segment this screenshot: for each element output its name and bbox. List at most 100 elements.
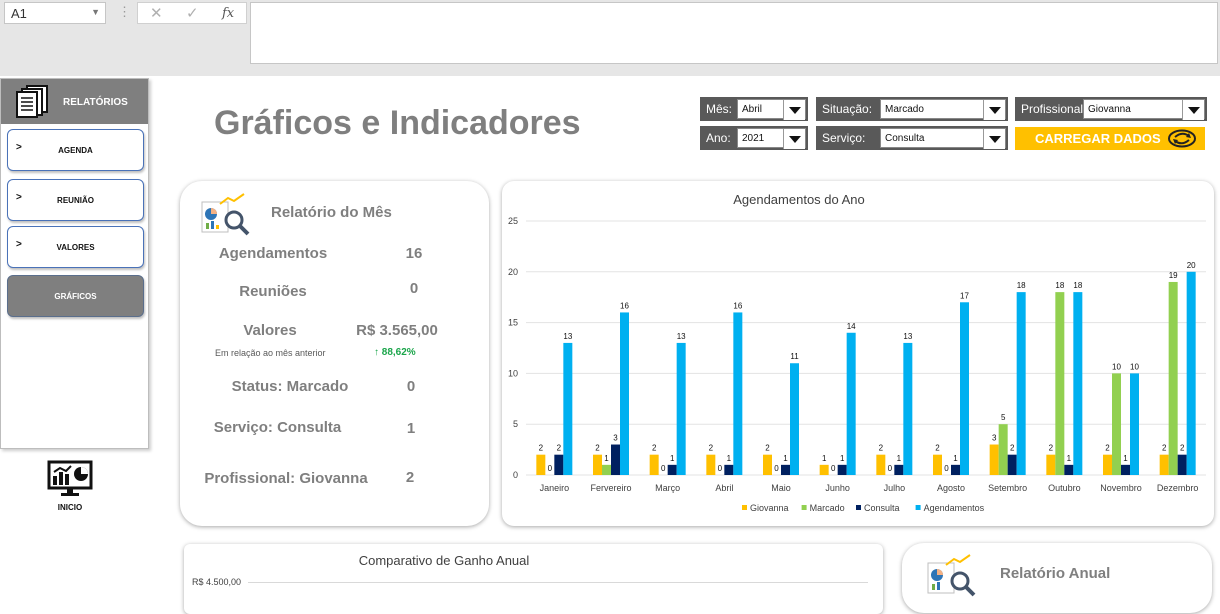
bar-consulta bbox=[1064, 464, 1074, 475]
x-tick-label: Julho bbox=[884, 483, 906, 493]
sidebar-item-graficos[interactable]: GRÁFICOS bbox=[7, 275, 144, 317]
report-analytics-icon bbox=[201, 193, 250, 236]
filter-profissional-select[interactable]: Giovanna bbox=[1083, 99, 1205, 120]
filter-situacao-select[interactable]: Marcado bbox=[880, 99, 1006, 120]
filter-profissional: Profissional: Giovanna bbox=[1015, 97, 1207, 121]
more-icon: ⋮ bbox=[118, 4, 131, 19]
data-label: 0 bbox=[774, 464, 779, 473]
y-tick-label: 5 bbox=[513, 419, 518, 429]
sidebar-item-label: GRÁFICOS bbox=[54, 292, 97, 301]
chevron-down-icon[interactable] bbox=[1182, 100, 1204, 120]
load-data-button[interactable]: CARREGAR DADOS bbox=[1015, 127, 1205, 150]
report-analytics-icon bbox=[927, 554, 976, 597]
profissional-value: 2 bbox=[405, 469, 415, 486]
page-title: Gráficos e Indicadores bbox=[214, 104, 581, 142]
valores-value: R$ 3.565,00 bbox=[356, 322, 438, 339]
data-label: 1 bbox=[783, 454, 788, 463]
sidebar-header: RELATÓRIOS bbox=[1, 79, 148, 124]
chart-title: Agendamentos do Ano bbox=[733, 192, 865, 207]
data-label: 0 bbox=[831, 464, 836, 473]
pct-change-value: 88,62% bbox=[381, 347, 416, 358]
filter-servico-select[interactable]: Consulta bbox=[880, 128, 1006, 149]
bar-agendamentos bbox=[846, 332, 856, 475]
dashboard-monitor-icon bbox=[47, 460, 93, 496]
data-label: 1 bbox=[670, 454, 675, 463]
relatorio-anual-title: Relatório Anual bbox=[1000, 565, 1111, 582]
x-tick-label: Setembro bbox=[988, 483, 1027, 493]
data-label: 2 bbox=[1162, 444, 1167, 453]
data-label: 2 bbox=[652, 444, 657, 453]
status-label: Status: Marcado bbox=[231, 378, 349, 395]
legend-swatch bbox=[856, 505, 861, 510]
filter-mes-label: Mês: bbox=[706, 102, 733, 116]
x-tick-label: Março bbox=[655, 483, 680, 493]
filter-profissional-value: Giovanna bbox=[1088, 104, 1131, 115]
bar-agendamentos bbox=[790, 363, 799, 475]
chevron-down-icon[interactable] bbox=[983, 129, 1005, 149]
bar-giovanna bbox=[593, 454, 602, 475]
data-label: 5 bbox=[1001, 413, 1006, 422]
x-tick-label: Abril bbox=[715, 483, 733, 493]
x-tick-label: Outubro bbox=[1048, 483, 1081, 493]
formula-input[interactable] bbox=[250, 2, 1218, 64]
bar-consulta bbox=[951, 464, 960, 475]
relatorio-mes-title: Relatório do Mês bbox=[271, 204, 392, 221]
sidebar-item-valores[interactable]: > VALORES bbox=[7, 226, 144, 268]
bar-marcado bbox=[602, 464, 611, 475]
bar-consulta bbox=[894, 464, 904, 475]
y-tick-label: 20 bbox=[508, 267, 518, 277]
cancel-icon[interactable]: ✕ bbox=[150, 5, 163, 22]
filter-mes-value: Abril bbox=[742, 104, 763, 115]
data-label: 13 bbox=[563, 332, 572, 341]
x-tick-label: Dezembro bbox=[1157, 483, 1199, 493]
profissional-label: Profissional: Giovanna bbox=[204, 470, 368, 487]
sidebar-item-agenda[interactable]: > AGENDA bbox=[7, 129, 144, 171]
x-tick-label: Janeiro bbox=[540, 483, 570, 493]
bar-agendamentos bbox=[1073, 292, 1083, 475]
data-label: 16 bbox=[620, 301, 629, 310]
inicio-button[interactable]: INICIO bbox=[45, 460, 95, 512]
data-label: 13 bbox=[677, 332, 686, 341]
sidebar-item-reuniao[interactable]: > REUNIÃO bbox=[7, 179, 144, 221]
x-tick-label: Junho bbox=[825, 483, 850, 493]
load-data-label: CARREGAR DADOS bbox=[1035, 131, 1161, 146]
data-label: 2 bbox=[557, 444, 562, 453]
legend-swatch bbox=[801, 505, 807, 510]
bar-agendamentos bbox=[1186, 271, 1196, 475]
name-box[interactable]: A1 ▼ bbox=[4, 2, 106, 24]
x-tick-label: Fervereiro bbox=[590, 483, 631, 493]
enter-icon[interactable]: ✓ bbox=[186, 5, 199, 22]
bar-giovanna bbox=[819, 464, 829, 475]
legend-item: Marcado bbox=[810, 503, 845, 513]
data-label: 2 bbox=[879, 444, 884, 453]
insert-function-icon[interactable]: fx bbox=[222, 6, 235, 21]
inicio-label: INICIO bbox=[57, 503, 83, 512]
arrow-up-icon: ↑ bbox=[374, 347, 379, 358]
refresh-icon bbox=[1168, 129, 1196, 148]
data-label: 1 bbox=[840, 454, 845, 463]
formula-bar: A1 ▼ ⋮ ✕ ✓ fx bbox=[0, 0, 1220, 76]
y-tick-label: 15 bbox=[508, 318, 518, 328]
filter-mes-select[interactable]: Abril bbox=[737, 99, 806, 120]
filter-ano-select[interactable]: 2021 bbox=[737, 128, 806, 149]
data-label: 0 bbox=[888, 464, 893, 473]
chevron-down-icon[interactable]: ▼ bbox=[91, 7, 100, 17]
chevron-down-icon[interactable] bbox=[783, 129, 805, 149]
chevron-down-icon[interactable] bbox=[983, 100, 1005, 120]
data-label: 1 bbox=[822, 454, 827, 463]
comparison-note: Em relação ao mês anterior bbox=[215, 348, 326, 358]
data-label: 11 bbox=[790, 352, 799, 361]
agendamentos-bar-chart: 051015202520213Janeiro21316Fervereiro201… bbox=[508, 216, 1206, 513]
data-label: 2 bbox=[765, 444, 770, 453]
legend-item: Giovanna bbox=[750, 503, 789, 513]
bar-agendamentos bbox=[676, 342, 686, 475]
data-label: 10 bbox=[1112, 362, 1121, 371]
data-label: 2 bbox=[1049, 444, 1054, 453]
bar-giovanna bbox=[1046, 454, 1056, 475]
data-label: 16 bbox=[733, 301, 742, 310]
chevron-down-icon[interactable] bbox=[783, 100, 805, 120]
documents-icon bbox=[16, 85, 48, 118]
data-label: 18 bbox=[1055, 281, 1064, 290]
bar-agendamentos bbox=[903, 342, 913, 475]
data-label: 1 bbox=[1123, 454, 1128, 463]
